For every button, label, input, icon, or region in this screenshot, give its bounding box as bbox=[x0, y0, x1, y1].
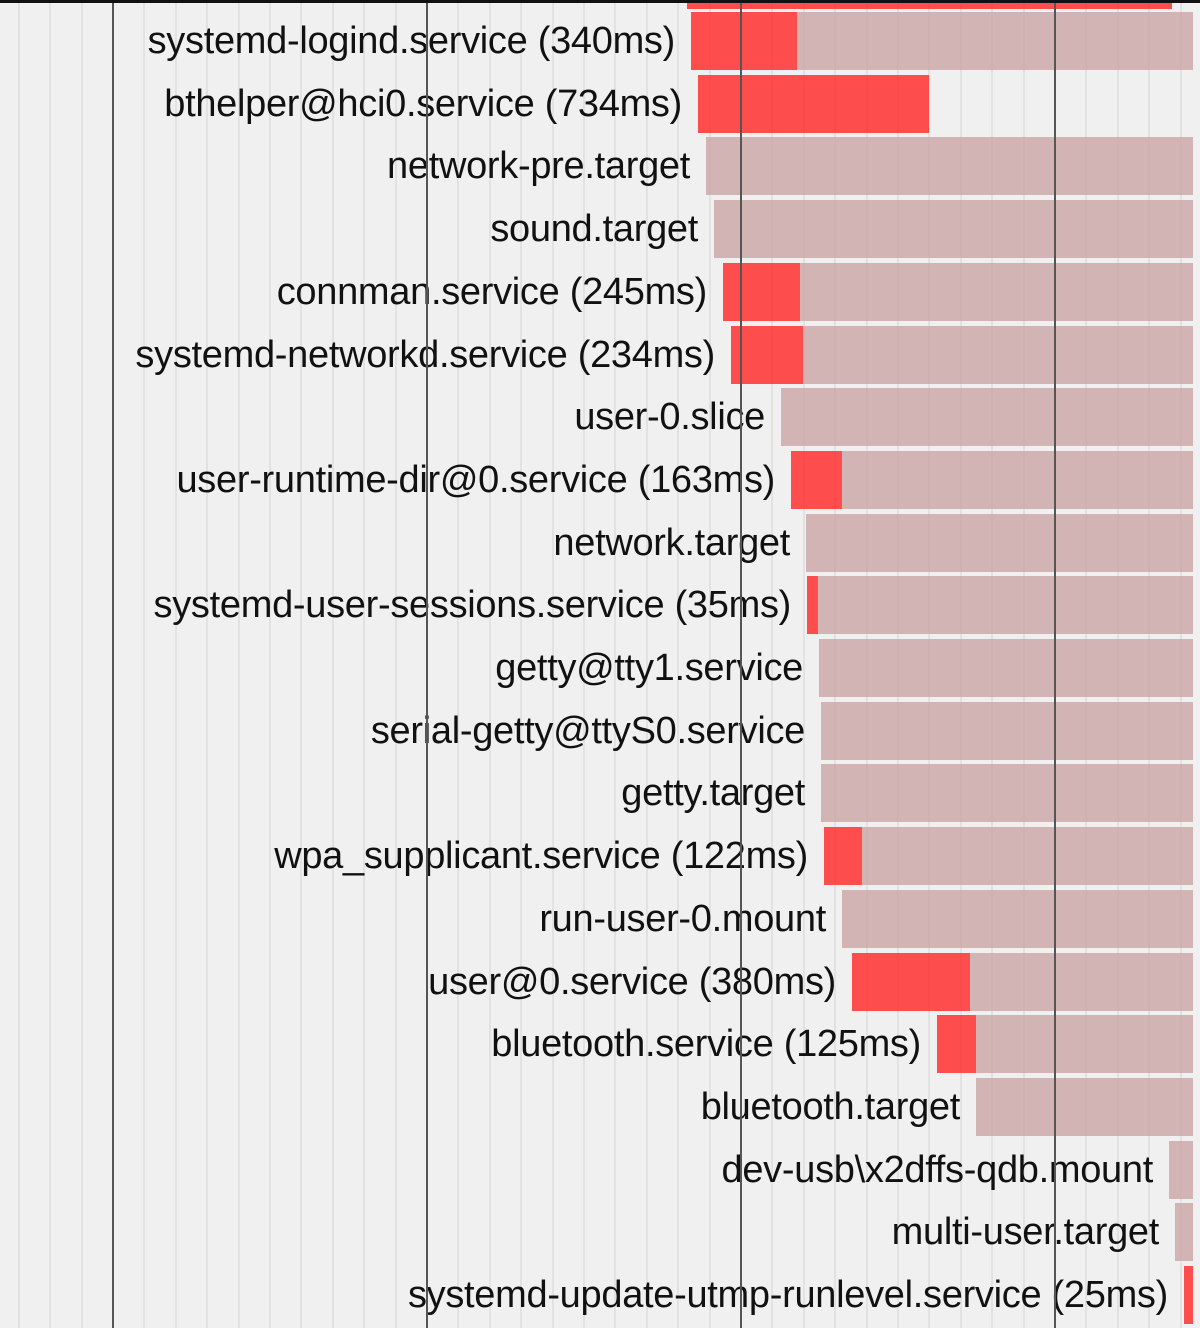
grid-line-minor bbox=[771, 3, 773, 1328]
bar-active-duration bbox=[807, 576, 818, 634]
unit-label: user-runtime-dir@0.service (163ms) bbox=[176, 459, 775, 501]
grid-line-minor bbox=[175, 3, 177, 1328]
unit-label: run-user-0.mount bbox=[539, 898, 826, 940]
grid-line-minor bbox=[395, 3, 397, 1328]
unit-label: serial-getty@ttyS0.service bbox=[370, 710, 805, 752]
bar-activating-span bbox=[806, 514, 1193, 572]
bar-activating-span bbox=[819, 639, 1193, 697]
grid-line-minor bbox=[552, 3, 554, 1328]
grid-line-minor bbox=[803, 3, 805, 1328]
grid-line-minor bbox=[269, 3, 271, 1328]
bar-activating-span bbox=[1175, 1203, 1193, 1261]
bar-active-duration bbox=[698, 75, 929, 133]
bar-active-duration bbox=[1184, 1266, 1193, 1324]
unit-label: network-pre.target bbox=[387, 145, 690, 187]
unit-label: getty@tty1.service bbox=[495, 647, 803, 689]
bar-activating-span bbox=[842, 890, 1193, 948]
grid-line-minor bbox=[18, 3, 20, 1328]
grid-line-minor bbox=[238, 3, 240, 1328]
bar-active-duration bbox=[791, 451, 842, 509]
partial-bar-top bbox=[687, 3, 1172, 9]
grid-line-minor bbox=[49, 3, 51, 1328]
grid-line-minor bbox=[614, 3, 616, 1328]
bar-activating-span bbox=[821, 764, 1193, 822]
grid-line-minor bbox=[143, 3, 145, 1328]
bar-active-duration bbox=[824, 827, 862, 885]
grid-line-major bbox=[740, 3, 742, 1328]
bar-active-duration bbox=[731, 326, 803, 384]
unit-label: getty.target bbox=[621, 772, 805, 814]
bar-activating-span bbox=[970, 953, 1193, 1011]
bar-active-duration bbox=[937, 1015, 976, 1073]
grid-line-major bbox=[1054, 3, 1056, 1328]
grid-line-minor bbox=[457, 3, 459, 1328]
unit-label: bluetooth.target bbox=[700, 1086, 961, 1128]
grid-line-major bbox=[112, 3, 114, 1328]
bar-active-duration bbox=[723, 263, 800, 321]
unit-label: user@0.service (380ms) bbox=[428, 961, 836, 1003]
bar-activating-span bbox=[1169, 1141, 1193, 1199]
bar-activating-span bbox=[976, 1078, 1193, 1136]
unit-label: sound.target bbox=[490, 208, 698, 250]
grid-line-minor bbox=[520, 3, 522, 1328]
unit-label: dev-usb\x2dffs-qdb.mount bbox=[721, 1149, 1154, 1191]
bar-activating-span bbox=[781, 388, 1193, 446]
grid-line-minor bbox=[646, 3, 648, 1328]
grid-line-minor bbox=[81, 3, 83, 1328]
unit-label: wpa_supplicant.service (122ms) bbox=[274, 835, 808, 877]
bar-activating-span bbox=[803, 326, 1193, 384]
bar-active-duration bbox=[691, 12, 797, 70]
unit-label: network.target bbox=[553, 522, 790, 564]
unit-label: connman.service (245ms) bbox=[276, 271, 708, 313]
grid-line-major bbox=[426, 3, 428, 1328]
bar-activating-span bbox=[842, 451, 1193, 509]
grid-line-minor bbox=[300, 3, 302, 1328]
grid-line-minor bbox=[363, 3, 365, 1328]
unit-label: systemd-networkd.service (234ms) bbox=[135, 334, 715, 376]
grid-line-minor bbox=[677, 3, 679, 1328]
top-border bbox=[0, 0, 1200, 3]
unit-label: systemd-user-sessions.service (35ms) bbox=[153, 584, 792, 626]
unit-label: systemd-logind.service (340ms) bbox=[147, 20, 676, 62]
unit-label: user-0.slice bbox=[574, 396, 765, 438]
bar-activating-span bbox=[714, 200, 1193, 258]
bar-activating-span bbox=[976, 1015, 1193, 1073]
grid-line-minor bbox=[332, 3, 334, 1328]
bar-activating-span bbox=[797, 12, 1193, 70]
bar-active-duration bbox=[852, 953, 970, 1011]
bar-activating-span bbox=[862, 827, 1193, 885]
unit-label: multi-user.target bbox=[891, 1211, 1160, 1253]
unit-label: bluetooth.service (125ms) bbox=[491, 1023, 921, 1065]
grid-line-minor bbox=[206, 3, 208, 1328]
bar-activating-span bbox=[706, 137, 1193, 195]
unit-label: systemd-update-utmp-runlevel.service (25… bbox=[407, 1274, 1168, 1316]
grid-line-minor bbox=[709, 3, 711, 1328]
bar-activating-span bbox=[818, 576, 1193, 634]
unit-label: bthelper@hci0.service (734ms) bbox=[164, 83, 682, 125]
grid-line-minor bbox=[489, 3, 491, 1328]
grid-line-minor bbox=[583, 3, 585, 1328]
bar-activating-span bbox=[800, 263, 1193, 321]
bar-activating-span bbox=[821, 702, 1193, 760]
